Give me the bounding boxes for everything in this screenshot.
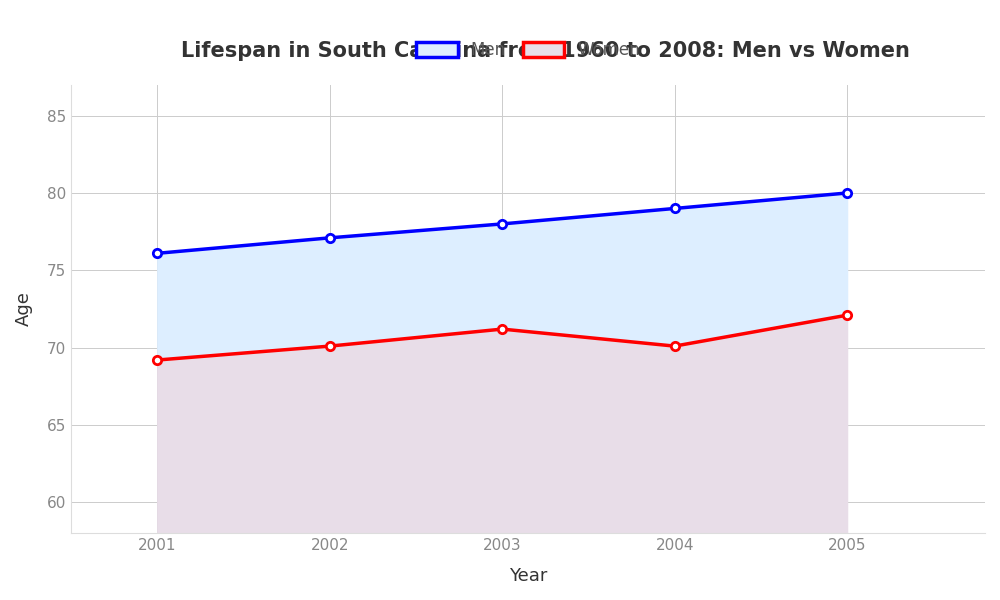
X-axis label: Year: Year bbox=[509, 567, 547, 585]
Legend: Men, Women: Men, Women bbox=[409, 35, 647, 66]
Y-axis label: Age: Age bbox=[15, 292, 33, 326]
Text: Lifespan in South Carolina from 1960 to 2008: Men vs Women: Lifespan in South Carolina from 1960 to … bbox=[181, 41, 910, 61]
